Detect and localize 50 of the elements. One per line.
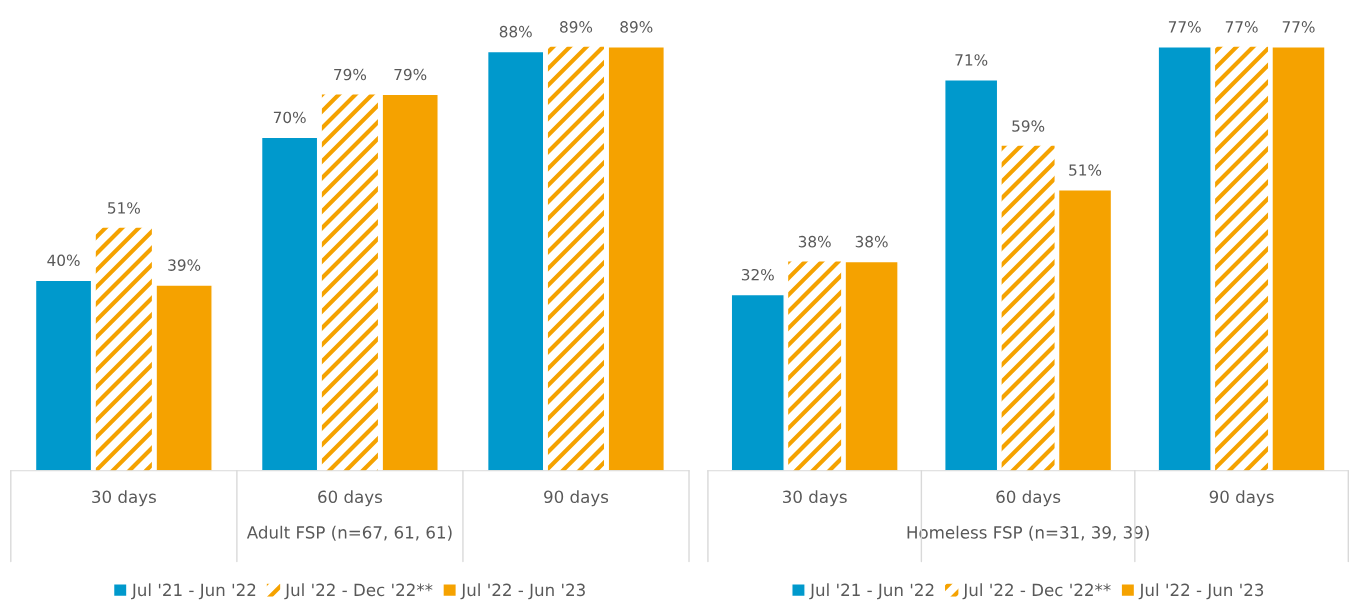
bar xyxy=(260,136,319,471)
x-axis-title: Adult FSP (n=67, 61, 61) xyxy=(246,525,452,541)
legend-label: Jul '21 - Jun '22 xyxy=(809,583,934,600)
data-label: 38% xyxy=(855,235,888,248)
data-label: 40% xyxy=(47,254,80,267)
bar xyxy=(381,93,439,471)
data-label: 77% xyxy=(1282,21,1315,33)
legend-label: Jul '22 - Jun '23 xyxy=(460,583,585,600)
data-label: 70% xyxy=(273,111,306,124)
bar xyxy=(155,284,213,471)
bar xyxy=(730,293,785,471)
data-label: 39% xyxy=(168,259,201,271)
bar xyxy=(844,260,899,471)
bar xyxy=(34,279,93,471)
bar xyxy=(1215,46,1269,471)
x-tick-label: 30 days xyxy=(783,490,847,507)
data-label: 79% xyxy=(334,68,367,81)
x-tick-label: 60 days xyxy=(996,490,1061,507)
legend-label: Jul '22 - Dec '22** xyxy=(284,583,433,600)
data-label: 59% xyxy=(1012,120,1045,132)
bar xyxy=(1157,46,1212,471)
x-tick-label: 60 days xyxy=(318,490,383,507)
bar xyxy=(547,46,605,471)
bar xyxy=(321,94,378,471)
bar xyxy=(95,227,152,471)
legend-label: Jul '21 - Jun '22 xyxy=(131,583,256,600)
x-axis-title: Homeless FSP (n=31, 39, 39) xyxy=(907,525,1149,541)
bar xyxy=(1057,189,1113,471)
legend-label: Jul '22 - Jun '23 xyxy=(1138,583,1264,600)
data-label: 32% xyxy=(741,268,774,281)
data-label: 89% xyxy=(620,21,653,33)
x-tick-label: 30 days xyxy=(92,490,156,507)
bar xyxy=(788,261,842,471)
data-label: 88% xyxy=(499,25,532,38)
data-label: 77% xyxy=(1168,21,1201,33)
bar xyxy=(1001,145,1055,471)
bar xyxy=(607,46,665,471)
data-label: 51% xyxy=(108,202,140,214)
data-label: 51% xyxy=(1069,164,1102,176)
bar xyxy=(944,79,999,471)
x-tick-label: 90 days xyxy=(544,490,609,507)
data-label: 77% xyxy=(1225,21,1258,33)
data-label: 89% xyxy=(560,21,593,33)
data-label: 38% xyxy=(798,235,831,248)
data-label: 79% xyxy=(394,68,427,81)
bar xyxy=(486,50,545,471)
data-label: 71% xyxy=(955,54,988,66)
bar xyxy=(1271,46,1326,471)
x-tick-label: 90 days xyxy=(1209,490,1274,507)
legend-label: Jul '22 - Dec '22** xyxy=(962,583,1111,600)
